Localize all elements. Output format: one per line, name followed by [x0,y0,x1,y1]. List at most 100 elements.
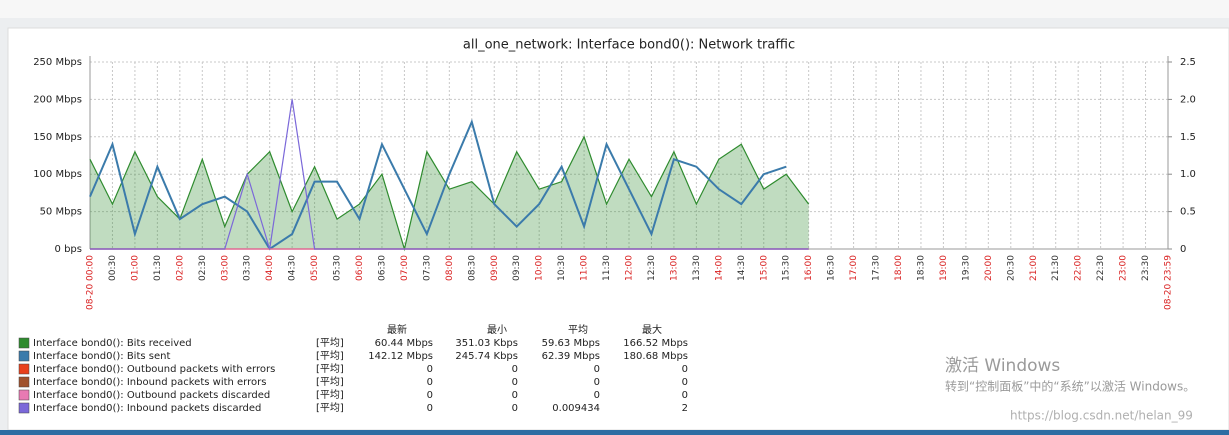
legend-stat: 0 [512,364,518,375]
x-tick-label: 16:00 [804,255,814,281]
x-tick-label: 04:00 [265,255,275,281]
legend-swatch [18,363,30,375]
y-tick-label: 100 Mbps [33,169,82,180]
x-tick-label: 05:00 [310,255,320,281]
legend-header: 最大 [642,323,662,336]
legend-stat: 0 [682,377,688,388]
legend-stat: 0 [594,390,600,401]
x-tick-label: 08:30 [467,255,477,281]
series-area [90,136,809,249]
legend-func: [平均] [316,389,344,401]
x-tick-label: 03:30 [243,255,253,281]
x-tick-label: 20:00 [984,255,994,281]
series-line [89,135,810,252]
legend-swatch [18,350,30,362]
legend-swatch [18,389,30,401]
x-tick-label: 08:00 [445,255,455,281]
legend-name: Interface bond0(): Inbound packets with … [33,377,266,388]
legend-stat: 0 [427,390,433,401]
y2-tick-label: 2.0 [1180,94,1196,105]
legend-func: [平均] [316,376,344,388]
y2-tick-label: 2.5 [1180,57,1196,68]
x-tick-label: 04:30 [288,255,298,281]
x-tick-label: 18:30 [916,255,926,281]
legend-stat: 0 [427,403,433,414]
legend-swatch [18,402,30,414]
x-tick-label: 11:30 [602,255,612,281]
legend-stat: 59.63 Mbps [542,338,600,349]
x-tick-label: 20:30 [1006,255,1016,281]
legend-func: [平均] [316,363,344,375]
x-tick-label: 05:30 [333,255,343,281]
y2-tick-label: 1.5 [1180,132,1196,143]
legend-stat: 0 [427,377,433,388]
url: https://blog.csdn.net/helan_99 [1010,409,1193,423]
legend-stat: 166.52 Mbps [623,338,688,349]
x-tick-label: 17:30 [872,255,882,281]
y-tick-label: 0 bps [55,244,82,255]
legend-stat: 2 [682,403,688,414]
legend-stat: 0.009434 [552,403,600,414]
legend-stat: 0 [427,364,433,375]
x-tick-label: 14:30 [737,255,747,281]
bottom-bar [0,430,1229,435]
x-tick-label: 23:00 [1119,255,1129,281]
legend-name: Interface bond0(): Inbound packets disca… [33,403,261,414]
x-tick-label: 06:30 [377,255,387,281]
legend-name: Interface bond0(): Outbound packets disc… [33,390,270,401]
legend-name: Interface bond0(): Bits received [33,338,192,349]
legend-func: [平均] [316,350,344,362]
series-line [90,99,809,250]
legend-stat: 60.44 Mbps [375,338,433,349]
x-tick-label: 12:00 [625,255,635,281]
x-tick-label: 02:30 [198,255,208,281]
legend-func: [平均] [316,402,344,414]
x-tick-label: 11:00 [580,255,590,281]
legend-name: Interface bond0(): Bits sent [33,351,170,362]
x-tick-label: 09:30 [512,255,522,281]
legend-func: [平均] [316,337,344,349]
legend-header: 平均 [568,324,588,336]
chart-title: all_one_network: Interface bond0(): Netw… [463,38,795,53]
series-line [89,118,787,251]
legend-stat: 0 [512,390,518,401]
x-tick-label: 14:00 [714,255,724,281]
legend-swatch [18,337,30,349]
x-tick-label: 16:30 [827,255,837,281]
legend-stat: 0 [512,403,518,414]
x-tick-label: 08-20 00:00 [86,255,96,310]
watermark-title: 激活 Windows [945,356,1060,376]
y-tick-label: 150 Mbps [33,132,82,143]
x-tick-label: 07:30 [422,255,432,281]
x-tick-label: 12:30 [647,255,657,281]
x-tick-label: 07:00 [400,255,410,281]
y-tick-label: 50 Mbps [40,207,82,218]
legend-stat: 0 [682,390,688,401]
legend-stat: 0 [594,364,600,375]
legend-header: 最小 [487,324,507,336]
y2-tick-label: 0 [1180,244,1186,255]
y2-tick-label: 0.5 [1180,207,1196,218]
top-bar [0,0,1229,18]
legend-stat: 245.74 Kbps [455,351,518,362]
x-tick-label: 03:00 [220,255,230,281]
x-tick-label: 23:30 [1141,255,1151,281]
x-tick-label: 19:30 [961,255,971,281]
x-tick-label: 19:00 [939,255,949,281]
legend-stat: 180.68 Mbps [623,351,688,362]
x-tick-label: 22:00 [1074,255,1084,281]
y-tick-label: 250 Mbps [33,57,82,68]
x-tick-label: 10:00 [535,255,545,281]
x-tick-label: 10:30 [557,255,567,281]
y2-tick-label: 1.0 [1180,169,1196,180]
legend-stat: 142.12 Mbps [368,351,433,362]
x-tick-label: 22:30 [1096,255,1106,281]
x-tick-label: 21:30 [1051,255,1061,281]
x-tick-label: 06:00 [355,255,365,281]
legend-stat: 351.03 Kbps [455,338,518,349]
x-tick-label: 00:30 [108,255,118,281]
x-tick-label: 15:30 [782,255,792,281]
legend-stat: 0 [682,364,688,375]
x-tick-label: 09:00 [490,255,500,281]
